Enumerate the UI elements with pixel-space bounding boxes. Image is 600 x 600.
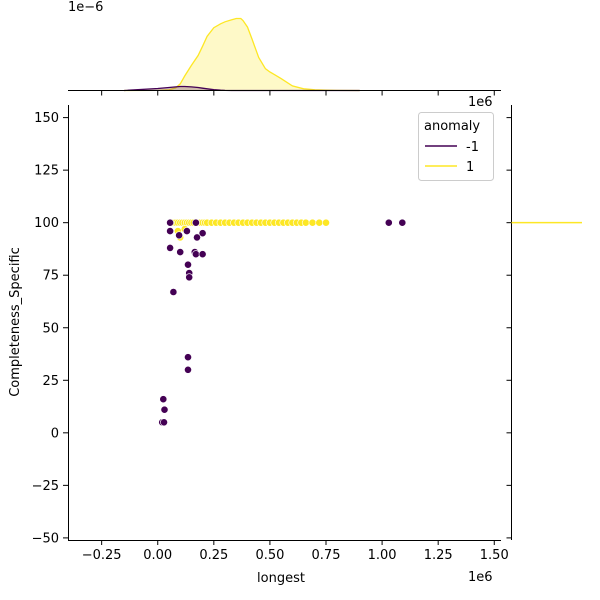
y-axis-ticks: −50 −25 0 25 50 75 100 125 150 [32,111,68,546]
scatter-point-anomaly [166,227,174,235]
y-tick-label: 0 [51,426,59,441]
x-tick-label: 0.75 [312,548,341,563]
scatter-point-anomaly [185,273,194,282]
legend-title: anomaly [424,119,480,134]
y-tick-label: 100 [34,216,59,231]
y-tick-label: −50 [32,531,59,546]
scatter-point-anomaly [384,218,393,227]
right-marginal-offset-label: 1e6 [468,95,493,110]
scatter-point-anomaly [198,250,207,259]
x-tick-label: 1.25 [424,548,453,563]
right-marginal-ticks [506,117,512,539]
y-tick-label: 75 [42,269,59,284]
scatter-point-normal [301,218,310,227]
scatter-plot: −0.25 0.00 0.25 0.50 0.75 1.00 1.25 1.50 −50 −25… [8,105,509,586]
top-marginal-ticks [101,90,495,96]
scatter-point-anomaly [191,250,200,259]
kde-fill-normal [124,18,360,91]
scatter-point-anomaly [184,365,192,374]
x-tick-label: 1.50 [480,548,509,563]
scatter-point-anomaly [398,218,407,227]
y-axis-label: Completeness_Specific [8,247,23,397]
legend: anomaly -1 1 [418,112,494,181]
scatter-point-anomaly [176,248,185,256]
scatter-point-anomaly [198,229,207,238]
y-tick-label: 125 [34,164,59,179]
y-tick-label: 50 [42,321,59,336]
scatter-point-anomaly [191,218,200,227]
scatter-point-anomaly [160,418,168,427]
x-tick-label: 0.50 [255,548,284,563]
x-tick-label: 0.25 [199,548,228,563]
scatter-point-normal [322,218,330,227]
scatter-points [158,218,407,427]
scatter-point-normal [308,218,317,227]
x-tick-label: 0.00 [143,548,172,563]
scatter-point-anomaly [159,395,168,404]
x-tick-label: −0.25 [82,548,122,563]
x-axis-ticks: −0.25 0.00 0.25 0.50 0.75 1.00 1.25 1.50 [82,540,509,563]
scatter-point-anomaly [193,233,201,242]
scatter-point-anomaly [184,353,192,362]
scatter-point-anomaly [166,243,174,252]
y-tick-label: 150 [34,111,59,126]
scatter-point-normal [315,218,324,227]
legend-label-neg1: -1 [466,140,479,155]
scatter-point-anomaly [175,231,183,240]
top-marginal-kde: 1e−6 [68,0,501,96]
scatter-point-anomaly [184,260,192,269]
scatter-point-anomaly [182,227,191,235]
kde-line-normal [124,17,360,92]
x-axis-label: longest [257,571,305,586]
x-tick-label: 1.00 [368,548,397,563]
right-marginal-kde: 1e6 [468,95,582,540]
x-axis-offset-label: 1e6 [468,570,493,585]
scatter-point-anomaly [166,218,174,227]
kde-fill-anomaly [124,86,360,91]
scatter-point-anomaly [160,405,169,414]
legend-label-1: 1 [466,160,474,175]
top-marginal-offset-label: 1e−6 [68,0,103,15]
y-tick-label: 25 [42,374,59,389]
scatter-point-anomaly [169,288,178,296]
y-tick-label: −25 [32,479,59,494]
